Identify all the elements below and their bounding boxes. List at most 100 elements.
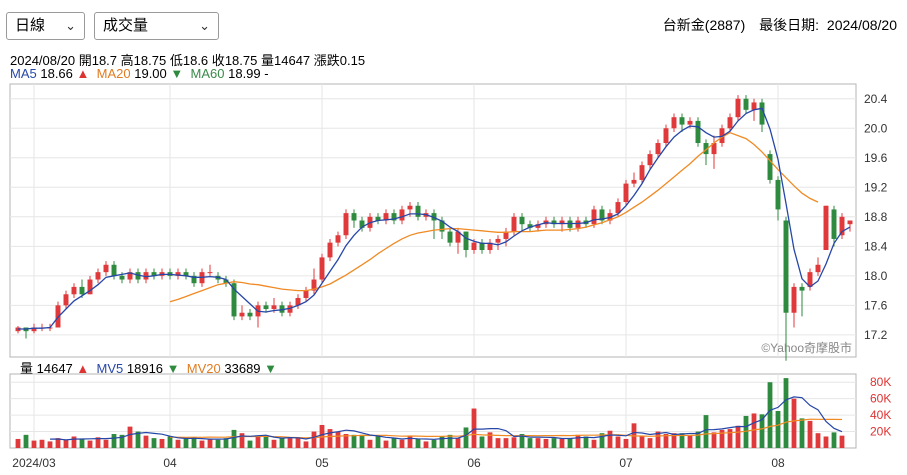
candle-body: [319, 257, 325, 280]
volume-bar: [71, 436, 77, 448]
volume-bar: [727, 429, 733, 448]
chg-label: 漲跌: [313, 53, 340, 68]
candle-body: [351, 213, 357, 221]
y-tick-label: 17.2: [864, 328, 888, 342]
volume-bar: [519, 434, 525, 448]
ma20-line: [169, 131, 819, 303]
ma5-value: 18.66: [40, 66, 73, 81]
indicator-select-value: 成交量: [103, 17, 149, 34]
vol-legend-label: 量: [20, 361, 34, 376]
volume-bar: [511, 437, 517, 448]
volume-bar: [407, 436, 413, 448]
candle-body: [103, 264, 109, 273]
candle-body: [711, 143, 717, 155]
volume-bar: [231, 429, 237, 448]
volume-bar: [119, 434, 125, 448]
volume-bar: [439, 436, 445, 448]
volume-bar: [399, 439, 405, 448]
ma60-value: 18.99: [228, 66, 261, 81]
y-tick-label: 19.2: [864, 180, 888, 194]
volume-tick-label: 20K: [870, 425, 891, 439]
volume-bar: [719, 429, 725, 448]
candle-body: [575, 220, 581, 228]
volume-bar: [583, 436, 589, 448]
candle-body: [87, 279, 93, 295]
volume-bar: [383, 440, 389, 448]
candle-body: [95, 272, 101, 280]
volume-bar: [207, 438, 213, 448]
volume-bar: [359, 434, 365, 448]
volume-bar: [15, 438, 21, 448]
volume-bar: [503, 438, 509, 448]
candle-body: [239, 312, 245, 317]
volume-bar: [775, 411, 781, 448]
volume-bar: [391, 438, 397, 448]
candle-body: [391, 213, 397, 221]
volume-bar: [167, 436, 173, 448]
candle-body: [223, 279, 229, 284]
candle-body: [327, 242, 333, 258]
volume-bar: [623, 438, 629, 448]
vol-value: 14647: [274, 53, 311, 68]
indicator-select[interactable]: 成交量 ⌄: [94, 12, 219, 40]
candle-body: [359, 220, 365, 228]
x-tick-label: 06: [467, 456, 481, 470]
candle-body: [231, 283, 237, 317]
volume-bar: [95, 437, 101, 448]
volume-bar: [671, 433, 677, 448]
ma60-flat-marker: -: [264, 66, 269, 81]
down-arrow-icon: ▼: [166, 361, 180, 376]
vol-legend-value: 14647: [36, 361, 73, 376]
candle-body: [759, 102, 765, 125]
candle-body: [847, 220, 853, 225]
volume-bar: [647, 438, 653, 448]
volume-bar: [711, 432, 717, 448]
volume-bar: [127, 426, 133, 448]
candle-body: [303, 290, 309, 298]
low-value: 18.6: [182, 53, 209, 68]
volume-bar: [327, 429, 333, 448]
y-tick-label: 20.0: [864, 121, 888, 135]
volume-bar: [487, 432, 493, 448]
candle-body: [783, 220, 789, 313]
candle-body: [287, 305, 293, 313]
period-select-value: 日線: [15, 17, 46, 34]
volume-bar: [143, 435, 149, 448]
volume-bar: [47, 441, 53, 448]
y-tick-label: 19.6: [864, 151, 888, 165]
up-arrow-icon: ▲: [76, 66, 90, 81]
y-tick-label: 17.6: [864, 298, 888, 312]
candle-body: [815, 264, 821, 273]
volume-bar: [823, 436, 829, 448]
candle-body: [775, 179, 781, 210]
chevron-down-icon: ⌄: [65, 18, 76, 33]
candle-body: [463, 231, 469, 251]
volume-bar: [735, 425, 741, 448]
volume-bar: [135, 431, 141, 448]
x-tick-label: 08: [771, 456, 785, 470]
candle-body: [455, 231, 461, 243]
volume-bar: [807, 420, 813, 448]
volume-bar: [239, 433, 245, 448]
volume-bar: [103, 439, 109, 448]
ma5-line: [18, 107, 851, 330]
volume-bar: [751, 413, 757, 448]
high-label: 高: [120, 53, 134, 68]
ma-legend: MA5 18.66 ▲ MA20 19.00 ▼ MA60 18.99 -: [10, 66, 269, 81]
volume-bar: [255, 436, 261, 448]
close-value: 18.75: [224, 53, 258, 68]
volume-bar: [375, 436, 381, 448]
y-tick-label: 18.0: [864, 269, 888, 283]
volume-bar: [159, 438, 165, 448]
candle-body: [111, 264, 117, 276]
mv5-label: MV5: [96, 361, 124, 376]
volume-bar: [39, 439, 45, 448]
volume-bar: [287, 438, 293, 448]
candle-body: [151, 272, 157, 276]
period-select[interactable]: 日線 ⌄: [6, 12, 85, 40]
volume-bar: [79, 438, 85, 448]
chevron-down-icon: ⌄: [199, 18, 210, 33]
volume-bar: [63, 439, 69, 448]
candle-body: [743, 98, 749, 110]
